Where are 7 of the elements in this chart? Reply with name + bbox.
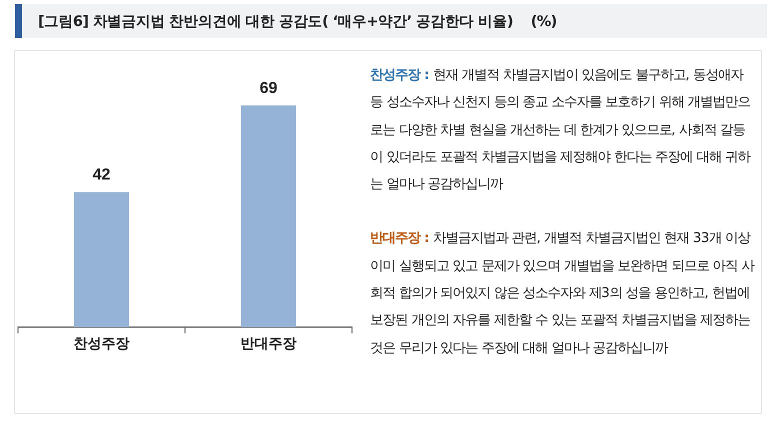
x-tick-label: 반대주장 bbox=[240, 336, 296, 352]
data-label: 42 bbox=[92, 166, 110, 184]
x-tick-label: 찬성주장 bbox=[74, 336, 130, 352]
text: 반대주장 : 차별금지법과 관련, 개별적 차별금지법인 현재 33개 이상 이미 실행되고 있고 문제가 있으며 개별법을 보완하면 되므로 아직 사회적 합의가 되어있지 않은 성소수자와 제3의 성을 용인하고, 헌법에 보장된 개인의 자유를 제한할 수 있는 포괄적 차별금지법을 제정하는 것은 무리가 있다는 주장에 대해 얼마나 공감하십니까 bbox=[370, 230, 754, 358]
data-label: 69 bbox=[260, 80, 278, 97]
text: 찬성주장 : 현재 개별적 차별금지법이 있음에도 불구하고, 동성애자 등 성소수자나 신천지 등의 종교 소수자를 보호하기 위해 개별법만으로는 다양한 차별 현실을 개선하는 데 한계가 있으므로, 사회적 갈등이 있더라도 포괄적 차별금지법을 제정해야 한다는 주장에 대해 귀하는 얼마나 공감하십니까 bbox=[370, 67, 752, 194]
chart-title: [그림6] 차별금지법 찬반의견에 대한 공감도( ‘매우+약간’ 공감한다 비율) (%) bbox=[38, 13, 557, 31]
